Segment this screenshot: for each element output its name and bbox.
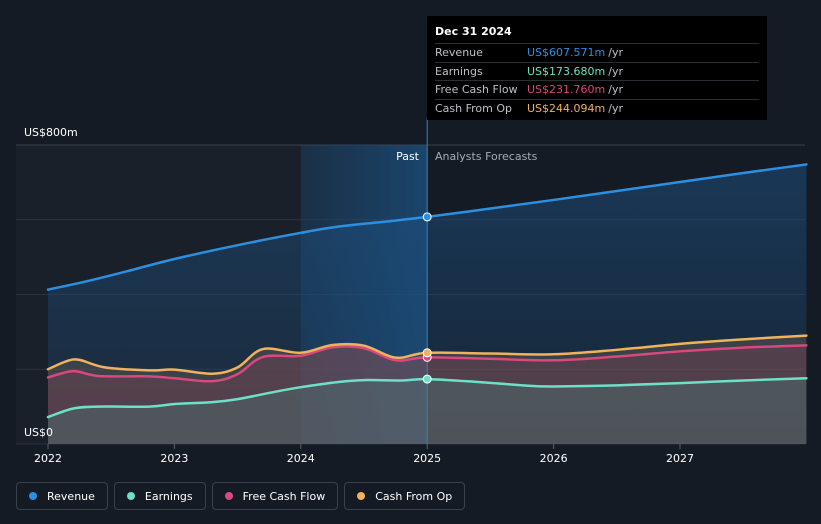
tooltip-earnings-unit: /yr xyxy=(608,64,623,78)
forecast-label: Analysts Forecasts xyxy=(435,150,538,163)
line-revenue xyxy=(46,163,808,291)
x-tick-label: 2023 xyxy=(160,452,188,465)
legend-dot-free-cash-flow xyxy=(224,492,233,500)
y-axis-top-label: US$800m xyxy=(24,126,78,139)
x-tick-label: 2025 xyxy=(413,452,441,465)
legend-item-cash-from-op[interactable]: Cash From Op xyxy=(344,482,466,510)
line-cash-from-op xyxy=(46,334,808,375)
legend-label-cash-from-op: Cash From Op xyxy=(375,489,453,503)
tooltip-fcf-name: Free Cash Flow xyxy=(435,83,518,96)
x-tick-label: 2026 xyxy=(540,452,568,465)
line-free-cash-flow xyxy=(46,344,808,383)
tooltip-row-revenue: Revenue US$607.571m /yr xyxy=(435,43,759,62)
legend-label-earnings: Earnings xyxy=(144,489,193,503)
tooltip-date: Dec 31 2024 xyxy=(435,25,512,38)
tooltip-revenue-name: Revenue xyxy=(435,46,483,59)
tooltip-cfo-value: US$244.094m xyxy=(527,101,606,115)
tooltip: Dec 31 2024 Revenue US$607.571m /yr Earn… xyxy=(427,16,767,120)
tooltip-row-earnings: Earnings US$173.680m /yr xyxy=(435,61,759,81)
marker-cash-from-op xyxy=(422,348,432,358)
legend-dot-earnings xyxy=(126,492,135,500)
legend-item-free-cash-flow[interactable]: Free Cash Flow xyxy=(211,482,339,510)
x-tick-label: 2024 xyxy=(287,452,315,465)
legend-dot-revenue xyxy=(29,492,37,500)
legend-dot-cash-from-op xyxy=(357,492,366,500)
tooltip-earnings-value: US$173.680m xyxy=(527,64,606,78)
line-earnings xyxy=(46,376,808,419)
tooltip-row-cash-from-op: Cash From Op US$244.094m /yr xyxy=(435,98,759,118)
legend-label-revenue: Revenue xyxy=(47,489,95,503)
marker-revenue xyxy=(422,212,432,222)
tooltip-cfo-unit: /yr xyxy=(608,101,623,115)
legend-item-revenue[interactable]: Revenue xyxy=(16,482,108,510)
x-tick-label: 2022 xyxy=(34,452,62,465)
tooltip-cfo-name: Cash From Op xyxy=(435,101,513,115)
legend-item-earnings[interactable]: Earnings xyxy=(113,482,206,510)
tooltip-fcf-value: US$231.760m xyxy=(527,83,606,96)
x-tick-label: 2027 xyxy=(666,452,694,465)
marker-earnings xyxy=(422,374,432,384)
tooltip-revenue-unit: /yr xyxy=(608,46,623,59)
legend: Revenue Earnings Free Cash Flow Cash Fro… xyxy=(16,482,466,512)
past-label: Past xyxy=(396,150,420,163)
legend-label-free-cash-flow: Free Cash Flow xyxy=(242,489,326,503)
tooltip-fcf-unit: /yr xyxy=(608,83,623,96)
tooltip-earnings-name: Earnings xyxy=(435,64,483,78)
y-axis-bottom-label: US$0 xyxy=(24,426,53,439)
tooltip-row-free-cash-flow: Free Cash Flow US$231.760m /yr xyxy=(435,80,759,99)
tooltip-revenue-value: US$607.571m xyxy=(527,46,606,59)
